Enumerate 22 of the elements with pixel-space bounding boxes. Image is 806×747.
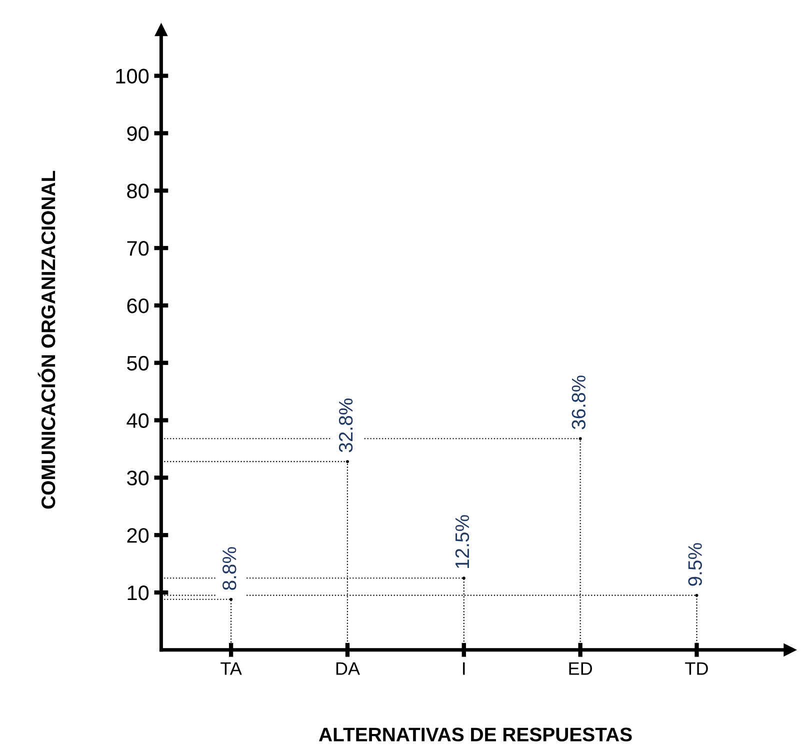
x-axis-title: ALTERNATIVAS DE RESPUESTAS (318, 728, 632, 742)
y-axis-title: COMUNICACIÓN ORGANIZACIONAL (38, 170, 56, 509)
data-label: 12.5% (455, 515, 470, 568)
y-tick-label: 30 (127, 470, 149, 486)
y-tick-label: 70 (127, 241, 149, 256)
y-tick-label: 20 (127, 528, 149, 543)
x-tick-label: TA (220, 662, 242, 675)
y-tick-label: 10 (128, 585, 149, 600)
x-tick-label: I (463, 662, 465, 675)
data-label: 9.5% (688, 543, 702, 586)
y-tick-label: 40 (126, 413, 149, 428)
x-tick-label: TD (685, 662, 708, 675)
data-label: 36.8% (572, 376, 586, 430)
data-label: 8.8% (222, 547, 236, 590)
data-label: 32.8% (338, 398, 353, 452)
x-tick-label: ED (569, 662, 592, 675)
y-tick-label: 90 (127, 126, 149, 141)
y-tick-label: 60 (127, 298, 149, 314)
y-tick-label: 50 (127, 356, 149, 371)
x-tick-label: DA (336, 662, 360, 675)
y-tick-label: 80 (127, 184, 149, 198)
y-tick-label: 100 (116, 68, 149, 84)
